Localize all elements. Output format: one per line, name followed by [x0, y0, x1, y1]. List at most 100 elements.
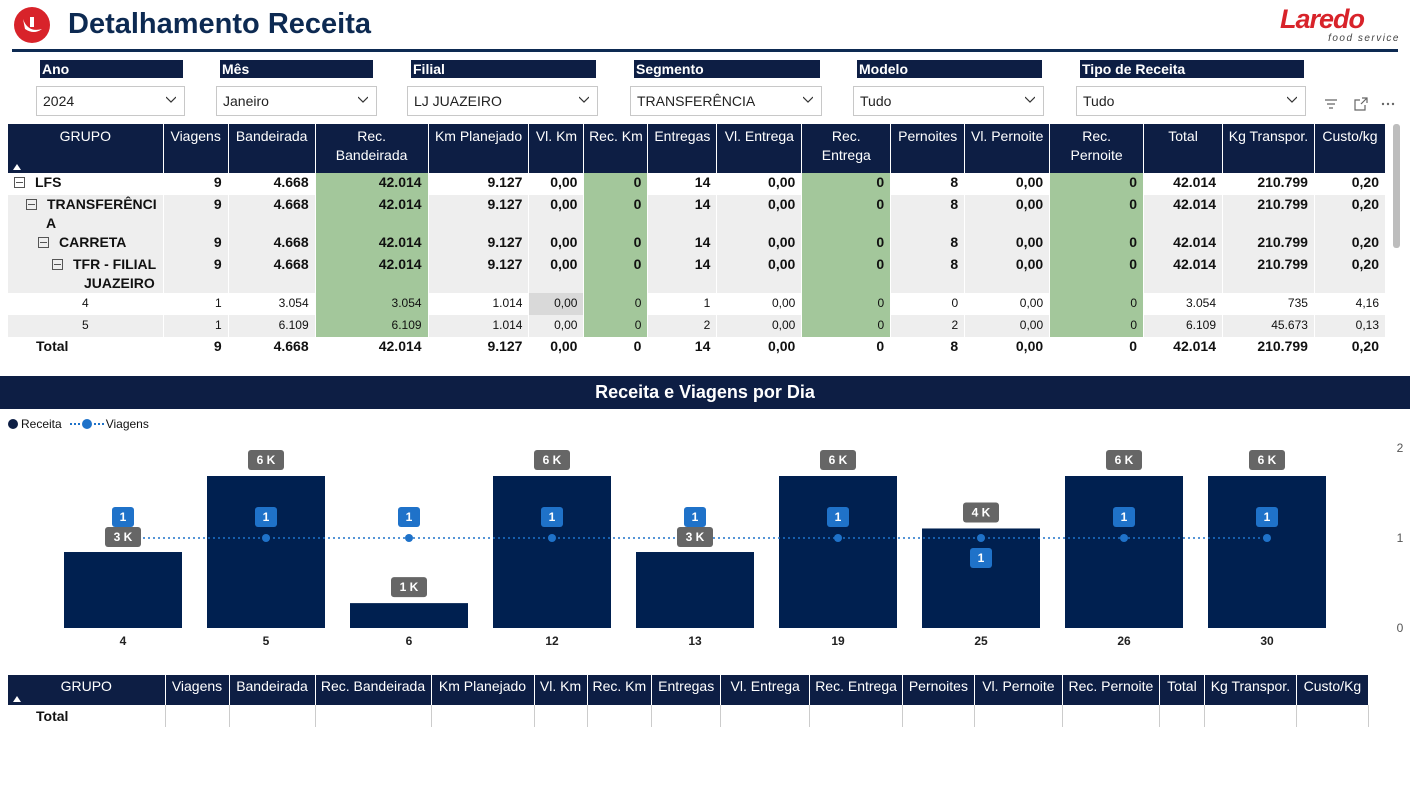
trips-point[interactable] [405, 534, 413, 542]
chevron-down-icon [358, 96, 368, 103]
table-row: CARRETA 9 4.668 42.014 9.127 0,00 0 14 0,00 0 8 0,0… [8, 233, 1387, 255]
column-header[interactable]: Vl. Pernoite [964, 124, 1051, 173]
column-header[interactable]: Viagens [165, 675, 230, 705]
revenue-bar[interactable] [1065, 476, 1183, 628]
focus-mode-icon[interactable] [1354, 97, 1368, 111]
trips-point[interactable] [977, 534, 985, 542]
column-header[interactable]: Entregas [651, 675, 722, 705]
table-cell: 0 [583, 195, 649, 233]
revenue-bar[interactable] [64, 552, 182, 628]
filter-modelo-dropdown[interactable]: Tudo [853, 86, 1044, 116]
filter-icon[interactable] [1324, 97, 1338, 111]
legend-label-viagens[interactable]: Viagens [105, 417, 149, 431]
column-header-label: GRUPO [60, 678, 112, 694]
collapse-icon[interactable] [26, 199, 37, 210]
collapse-icon[interactable] [52, 259, 63, 270]
column-header[interactable]: Pernoites [902, 675, 975, 705]
column-header[interactable]: Bandeirada [229, 675, 316, 705]
table-cell: 0 [1049, 255, 1145, 293]
collapse-icon[interactable] [38, 237, 49, 248]
column-header[interactable]: GRUPO [8, 124, 164, 173]
filter-tipo-receita-dropdown[interactable]: Tudo [1076, 86, 1306, 116]
revenue-bar[interactable] [1208, 476, 1326, 628]
sort-ascending-icon[interactable] [13, 164, 21, 170]
filter-filial-dropdown[interactable]: LJ JUAZEIRO [407, 86, 598, 116]
column-header-label: Rec. Bandeirada [320, 678, 426, 694]
revenue-bar[interactable] [207, 476, 325, 628]
column-header[interactable]: Km Planejado [431, 675, 535, 705]
table-scrollbar[interactable] [1393, 124, 1400, 248]
legend-label-receita[interactable]: Receita [21, 417, 62, 431]
filter-mes-dropdown[interactable]: Janeiro [216, 86, 377, 116]
column-header[interactable]: Viagens [163, 124, 229, 173]
trips-point[interactable] [1263, 534, 1271, 542]
row-group-cell: LFS [8, 173, 164, 195]
column-header[interactable]: Vl. Km [528, 124, 585, 173]
line-data-label: 1 [1121, 510, 1128, 524]
revenue-bar[interactable] [922, 528, 1040, 628]
revenue-bar[interactable] [350, 603, 468, 628]
table-cell [534, 705, 588, 727]
column-header[interactable]: Vl. Entrega [716, 124, 803, 173]
bar-data-label-bg [534, 450, 570, 470]
column-header[interactable]: Vl. Entrega [720, 675, 811, 705]
sort-ascending-icon[interactable] [13, 696, 21, 702]
column-header[interactable]: Rec. Km [583, 124, 649, 173]
column-header[interactable]: Km Planejado [428, 124, 530, 173]
collapse-icon[interactable] [14, 177, 25, 188]
table-cell: 8 [890, 195, 966, 233]
column-header[interactable]: Rec. Entrega [801, 124, 892, 173]
filter-value: Janeiro [223, 93, 269, 109]
total-cell: 210.799 [1222, 337, 1315, 359]
table-cell: 0,20 [1314, 195, 1387, 233]
filter-value: LJ JUAZEIRO [414, 93, 502, 109]
column-header[interactable]: Custo/Kg [1296, 675, 1369, 705]
row-group-label: TFR - FILIAL [73, 256, 157, 272]
table-cell: 42.014 [1143, 173, 1223, 195]
filter-ano-dropdown[interactable]: 2024 [36, 86, 185, 116]
trips-point[interactable] [262, 534, 270, 542]
revenue-bar[interactable] [493, 476, 611, 628]
column-header[interactable]: Pernoites [890, 124, 966, 173]
column-header[interactable]: Kg Transpor. [1222, 124, 1315, 173]
column-header[interactable]: Rec. Entrega [809, 675, 903, 705]
filter-segmento-dropdown[interactable]: TRANSFERÊNCIA [630, 86, 822, 116]
column-header[interactable]: Rec. Pernoite [1049, 124, 1145, 173]
column-header[interactable]: Entregas [647, 124, 718, 173]
column-header-label: GRUPO [59, 128, 111, 144]
column-header[interactable]: Custo/kg [1314, 124, 1387, 173]
more-options-icon[interactable] [1380, 97, 1396, 111]
table-cell: 0,00 [716, 233, 803, 255]
total-cell: 9 [163, 337, 229, 359]
table-cell: 735 [1222, 293, 1315, 315]
column-header[interactable]: Vl. Km [534, 675, 588, 705]
column-header[interactable]: Vl. Pernoite [974, 675, 1063, 705]
filter-label: Filial [411, 60, 596, 78]
total-label: Total [8, 337, 164, 359]
column-header[interactable]: Total [1159, 675, 1205, 705]
trips-point[interactable] [548, 534, 556, 542]
revenue-bar[interactable] [779, 476, 897, 628]
bar-data-label-bg [677, 527, 713, 547]
column-header[interactable]: Bandeirada [228, 124, 316, 173]
table-cell [431, 705, 535, 727]
line-data-label: 1 [978, 551, 985, 565]
column-header[interactable]: Rec. Bandeirada [315, 124, 429, 173]
total-cell: 42.014 [315, 337, 429, 359]
column-header[interactable]: GRUPO [8, 675, 166, 705]
table-header-row: GRUPO Viagens Bandeirada Rec. Bandeirada … [8, 124, 1387, 173]
column-header[interactable]: Rec. Bandeirada [315, 675, 432, 705]
table-cell: 6.109 [228, 315, 316, 337]
column-header[interactable]: Rec. Km [587, 675, 653, 705]
trips-point[interactable] [834, 534, 842, 542]
column-header[interactable]: Rec. Pernoite [1062, 675, 1160, 705]
total-cell: 42.014 [1143, 337, 1223, 359]
trips-point[interactable] [1120, 534, 1128, 542]
revenue-bar[interactable] [636, 552, 754, 628]
table-cell [165, 705, 230, 727]
column-header[interactable]: Kg Transpor. [1204, 675, 1297, 705]
column-header[interactable]: Total [1143, 124, 1223, 173]
table-cell: 42.014 [315, 233, 429, 255]
total-cell: 0,00 [528, 337, 585, 359]
table-cell: 42.014 [1143, 233, 1223, 255]
